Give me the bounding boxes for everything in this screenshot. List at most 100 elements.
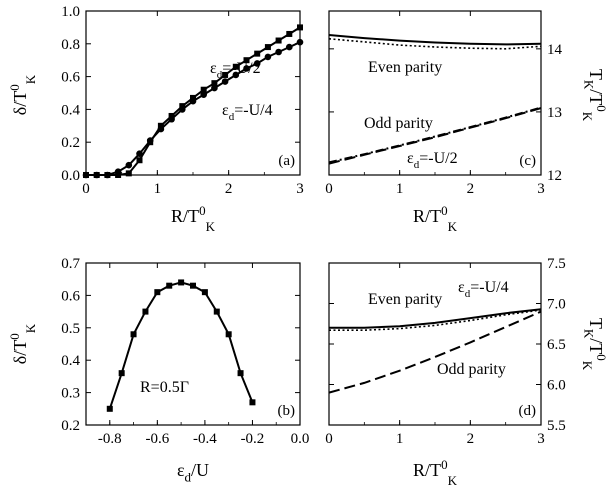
annotation: εd=-U/4 [222, 102, 273, 123]
y-tick-label: 12 [547, 168, 562, 184]
data-point-circle [275, 48, 282, 56]
data-point-circle [168, 115, 175, 123]
x-tick-label: 0 [325, 181, 333, 197]
series-line [328, 310, 542, 394]
data-point-square [142, 308, 149, 315]
label-rest: /U [191, 460, 209, 480]
y-tick-label: 7.0 [547, 297, 566, 313]
data-point-circle [243, 65, 250, 72]
label-main: R/T [413, 460, 441, 480]
x-tick-label: 2 [467, 181, 475, 197]
x-tick-label: -0.6 [145, 431, 169, 447]
y-tick-label: 0.2 [61, 418, 80, 434]
label-main: R/T [171, 206, 199, 226]
y-axis-label: TK/T0K [580, 69, 609, 122]
label-sup: 0 [594, 354, 609, 361]
label-main: ε [222, 102, 229, 119]
data-point-square [178, 279, 185, 286]
y-axis-label: δ/T0K [7, 323, 38, 364]
data-point-square [254, 50, 261, 57]
panel-2: -0.8 -0.6 -0.4 -0.2 0.0 0.2 0.3 0.4 0.5 0.6 0.7 R=0… [7, 256, 310, 484]
data-point-square [136, 157, 143, 164]
label-main: δ/T [10, 91, 30, 115]
data-point-square [200, 86, 207, 93]
panel-label: (d) [519, 403, 537, 419]
label-sub: K [448, 219, 458, 234]
annotation: Odd parity [364, 115, 433, 132]
data-point-circle [125, 161, 133, 169]
data-point-square [154, 289, 161, 296]
y-tick-label: 0.3 [61, 386, 80, 402]
data-point-circle [104, 171, 111, 179]
x-tick-label: 0.0 [291, 431, 310, 447]
label-sub: K [23, 74, 38, 84]
label-sup: 0 [199, 203, 206, 218]
label-main: R/T [413, 206, 441, 226]
x-tick-label: -0.8 [98, 431, 122, 447]
data-point-square [275, 37, 282, 44]
data-point-square [286, 30, 293, 37]
y-tick-label: 7.5 [547, 256, 566, 272]
y-tick-label: 6.5 [547, 337, 566, 353]
y-tick-label: 14 [547, 42, 563, 58]
data-point-square [125, 170, 132, 177]
label-sub: K [23, 323, 38, 333]
label-sub: d [229, 111, 235, 123]
data-point-square [211, 80, 218, 87]
label-rest: =-U/2 [419, 150, 457, 167]
data-point-square [166, 282, 173, 289]
annotation: εd=-U/2 [407, 150, 458, 171]
data-point-circle [114, 168, 122, 176]
data-point-circle [146, 137, 154, 144]
x-tick-label: 1 [154, 181, 162, 197]
data-point-circle [179, 106, 186, 113]
panel-label: (c) [519, 153, 536, 169]
label-sub: d [185, 469, 192, 484]
panel-1: 0 1 2 30.00.20.40.60.81.0εd=-U/2εd=-U/4(a)R… [7, 4, 304, 234]
data-point-circle [200, 91, 207, 98]
plot-frame [85, 262, 301, 426]
label-main: δ/T [10, 340, 30, 364]
data-point-square [249, 399, 256, 406]
x-axis-label: R/T0K [413, 203, 458, 234]
data-point-square [130, 331, 137, 338]
y-tick-label: 13 [547, 105, 562, 121]
y-tick-label: 0.5 [61, 321, 80, 337]
label-main: T [586, 69, 606, 80]
data-point-circle [93, 171, 100, 179]
series-line [328, 34, 542, 46]
x-tick-label: 2 [225, 181, 233, 197]
data-point-square [106, 405, 113, 412]
x-tick-label: 1 [396, 431, 404, 447]
label-sup: 0 [441, 457, 448, 472]
x-tick-label: 2 [467, 431, 475, 447]
data-point-square [264, 44, 271, 51]
x-tick-label: -0.4 [193, 431, 217, 447]
x-tick-label: 3 [296, 181, 304, 197]
y-tick-label: 6.0 [547, 378, 566, 394]
label-sub: K [448, 473, 458, 488]
label-main: T [586, 318, 606, 329]
label-main: ε [407, 150, 414, 167]
annotation: Even parity [368, 59, 442, 76]
label-rest: /T [586, 338, 606, 354]
data-point-circle [264, 53, 272, 61]
label-sub2: K [580, 361, 595, 371]
data-point-circle [189, 97, 197, 105]
y-tick-label: 0.2 [61, 135, 80, 151]
data-point-square [190, 282, 196, 289]
label-rest: =-U/4 [470, 279, 508, 296]
data-point-circle [136, 150, 143, 157]
x-axis-label: εd/U [177, 460, 209, 484]
data-point-circle [211, 84, 218, 92]
y-tick-label: 0.4 [61, 102, 80, 118]
y-tick-label: 0.6 [61, 70, 80, 86]
label-sub: K [582, 80, 597, 90]
x-tick-label: -0.2 [241, 431, 265, 447]
panel-label: (a) [278, 153, 295, 169]
data-point-square [213, 308, 220, 315]
label-sup: 0 [441, 203, 448, 218]
annotation: Odd parity [437, 361, 506, 378]
data-point-square [243, 57, 250, 64]
